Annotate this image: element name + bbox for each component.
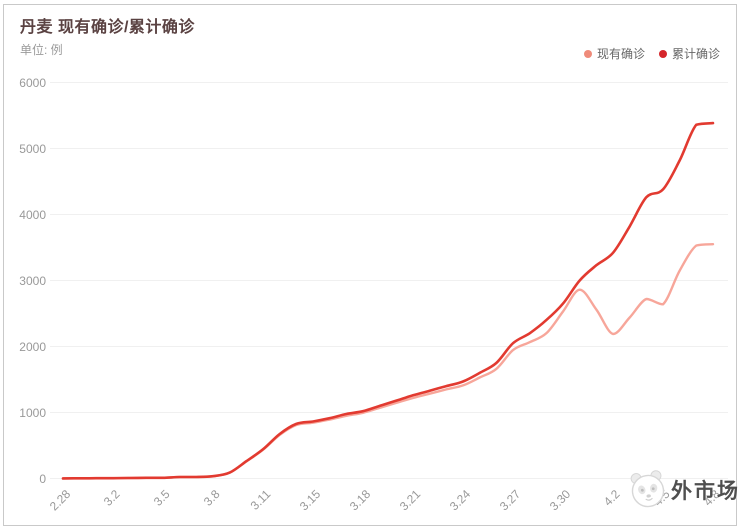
card-border: [3, 4, 737, 526]
series-line-cumulative-cases: [61, 121, 715, 480]
watermark: 外市场: [628, 469, 740, 511]
legend-item-cumulative-cases[interactable]: 累计确诊: [659, 45, 720, 62]
watermark-text: 外市场: [671, 480, 740, 503]
y-axis-label: 5000: [19, 141, 46, 156]
legend-label: 累计确诊: [672, 47, 721, 61]
y-axis-label: 4000: [19, 207, 46, 222]
legend-label: 现有确诊: [597, 47, 646, 61]
legend-dot-icon: [659, 49, 668, 58]
y-axis-label: 2000: [19, 339, 46, 354]
series-line-active-cases: [61, 243, 715, 480]
legend-dot-icon: [584, 49, 592, 58]
y-axis-label: 0: [39, 471, 46, 486]
legend: 现有确诊 累计确诊: [584, 45, 720, 62]
page-title: 丹麦 现有确诊/累计确诊: [20, 19, 195, 36]
y-axis-label: 1000: [19, 405, 46, 420]
panda-logo-icon: [630, 470, 665, 508]
legend-item-active-cases[interactable]: 现有确诊: [584, 45, 645, 62]
unit-label: 单位: 例: [20, 43, 63, 57]
y-axis-label: 6000: [19, 75, 46, 90]
y-axis-label: 3000: [19, 273, 46, 288]
